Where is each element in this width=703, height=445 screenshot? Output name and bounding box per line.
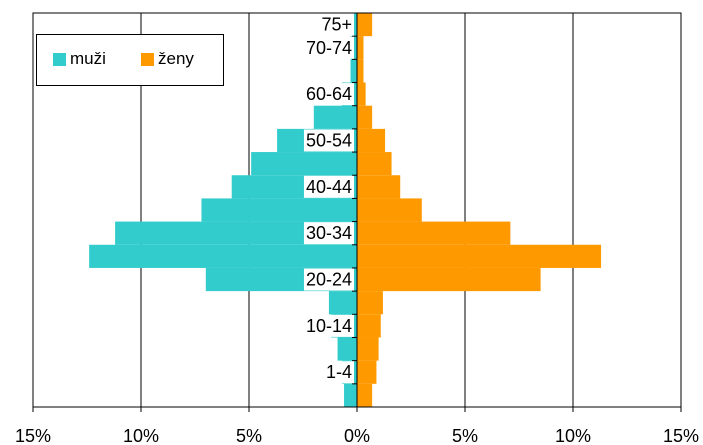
x-tick-label: 10%: [555, 426, 591, 445]
legend-label-muzi: muži: [70, 49, 106, 68]
legend-swatch-muzi: [53, 52, 66, 66]
bar-zeny: [357, 152, 392, 176]
bar-zeny: [357, 59, 364, 83]
bar-muzi: [89, 244, 357, 268]
category-label-bg: [319, 13, 354, 36]
category-label: 30-34: [306, 223, 352, 243]
category-label: 20-24: [306, 270, 352, 290]
bar-zeny: [357, 105, 373, 129]
bar-zeny: [357, 36, 364, 60]
x-tick-label: 15%: [663, 426, 699, 445]
bar-muzi: [328, 291, 357, 315]
bar-zeny: [357, 291, 383, 315]
category-label-bg: [303, 175, 354, 198]
bar-zeny: [357, 383, 373, 407]
bar-zeny: [357, 175, 401, 199]
bar-muzi: [352, 13, 357, 37]
x-tick-label: 5%: [452, 426, 478, 445]
x-tick-label: 5%: [236, 426, 262, 445]
category-label: 1-4: [326, 362, 352, 382]
x-tick-label: 15%: [15, 426, 51, 445]
legend-item-muzi: muži: [53, 49, 106, 69]
category-label-bg: [303, 129, 354, 152]
x-tick-label: 0%: [344, 426, 370, 445]
bar-zeny: [357, 82, 366, 106]
bar-zeny: [357, 13, 373, 37]
category-label: 70-74: [306, 38, 352, 58]
bar-zeny: [357, 267, 541, 292]
legend-swatch-zeny: [141, 52, 154, 66]
legend-label-zeny: ženy: [158, 49, 194, 68]
category-label-bg: [323, 361, 354, 384]
bar-muzi: [115, 221, 357, 245]
bar-muzi: [350, 59, 357, 83]
legend: muži ženy: [36, 34, 224, 86]
x-tick-label: 10%: [123, 426, 159, 445]
category-label: 75+: [321, 15, 352, 35]
category-label: 50-54: [306, 130, 352, 150]
bar-muzi: [344, 383, 357, 407]
category-label-bg: [303, 268, 354, 291]
bar-muzi: [313, 105, 357, 129]
axes: [32, 12, 682, 412]
bars: [89, 13, 602, 407]
category-label-bg: [303, 222, 354, 245]
legend-item-zeny: ženy: [141, 49, 194, 69]
category-label-bg: [303, 36, 354, 59]
bar-zeny: [357, 314, 381, 338]
bar-zeny: [357, 221, 511, 245]
bar-zeny: [357, 337, 379, 361]
bar-muzi: [201, 198, 357, 222]
category-label: 60-64: [306, 84, 352, 104]
bar-zeny: [357, 244, 602, 268]
bar-muzi: [337, 337, 357, 361]
category-label-bg: [303, 314, 354, 337]
bar-zeny: [357, 360, 377, 384]
bar-zeny: [357, 128, 386, 153]
category-label: 10-14: [306, 316, 352, 336]
bar-zeny: [357, 198, 422, 222]
labels: 15% 10% 5% 0% 5% 10% 15% 1-4 10-14 20-24 30-34 40-4…: [15, 13, 699, 445]
bar-muzi: [251, 152, 357, 176]
category-label: 40-44: [306, 177, 352, 197]
category-label-bg: [303, 83, 354, 106]
